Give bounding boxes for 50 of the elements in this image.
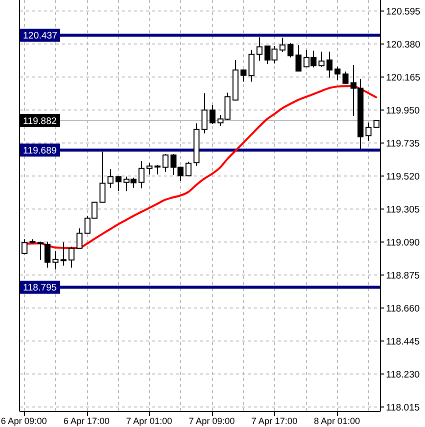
- x-tick-label: 6 Apr 17:00: [64, 416, 110, 426]
- ref-line-label: 120.437: [23, 30, 58, 42]
- candlestick: [154, 164, 160, 175]
- candlestick: [146, 162, 152, 175]
- y-tick-label: 118.015: [386, 402, 420, 414]
- y-tick-label: 118.445: [386, 336, 420, 348]
- y-tick-label: 119.090: [386, 237, 420, 248]
- ref-line-label: 118.795: [23, 282, 57, 294]
- ref-line-label: 119.882: [23, 116, 57, 127]
- candlestick: [162, 154, 168, 172]
- y-tick-label: 118.230: [386, 369, 420, 380]
- y-tick-label: 120.380: [386, 39, 420, 50]
- candlestick: [44, 241, 50, 268]
- y-tick-label: 120.595: [386, 6, 420, 18]
- y-tick-label: 120.165: [386, 72, 420, 84]
- candlestick: [342, 71, 348, 84]
- candlestick: [280, 37, 286, 52]
- candlestick: [76, 228, 82, 249]
- candlestick: [100, 151, 106, 203]
- candlestick: [60, 242, 66, 266]
- x-tick-label: 8 Apr 01:00: [314, 416, 360, 426]
- ref-line-label: 119.689: [23, 145, 57, 156]
- candlestick: [210, 104, 216, 125]
- candlestick: [186, 161, 192, 176]
- candlestick: [108, 168, 114, 188]
- y-tick-label: 119.735: [386, 138, 420, 150]
- x-tick-label: 7 Apr 01:00: [126, 416, 172, 426]
- candlestick: [288, 42, 294, 58]
- x-tick-label: 7 Apr 17:00: [251, 416, 298, 426]
- candlestick: [334, 66, 340, 80]
- x-tick-label: 7 Apr 09:00: [188, 416, 235, 426]
- candlestick: [116, 176, 122, 192]
- candlestick: [52, 250, 58, 270]
- y-tick-label: 119.305: [386, 204, 420, 216]
- candlestick: [138, 160, 144, 189]
- candlestick: [296, 44, 302, 72]
- candlestick: [318, 51, 324, 68]
- candlestick: [240, 68, 246, 82]
- candlestick: [248, 50, 254, 82]
- candlestick: [68, 246, 74, 268]
- y-tick-label: 118.660: [386, 303, 420, 314]
- candlestick: [202, 92, 208, 134]
- candlestick: [366, 122, 372, 142]
- y-tick-label: 119.950: [386, 105, 420, 116]
- y-tick-label: 118.875: [386, 270, 420, 282]
- candlestick: [256, 36, 262, 62]
- candlestick: [326, 51, 332, 78]
- y-tick-label: 119.520: [386, 171, 420, 182]
- x-tick-label: 6 Apr 09:00: [0, 416, 47, 426]
- candlestick: [38, 241, 44, 260]
